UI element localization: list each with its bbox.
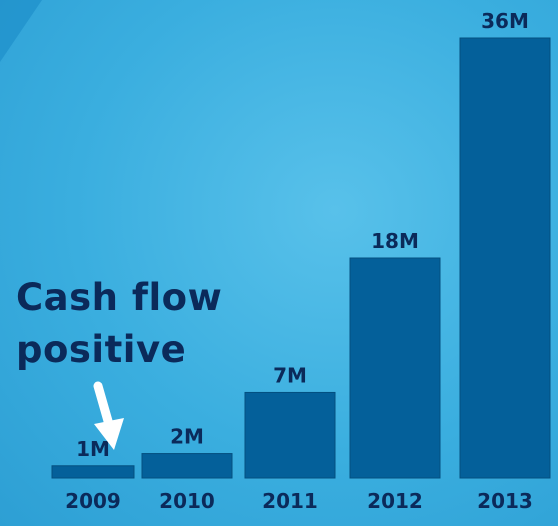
value-labels-layer: 1M 2M 7M 18M 36M bbox=[76, 9, 529, 461]
bar-2011 bbox=[244, 391, 336, 479]
cash-flow-annotation: Cash flow positive bbox=[16, 272, 222, 376]
value-label-2009: 1M bbox=[76, 437, 110, 461]
value-label-2010: 2M bbox=[170, 425, 204, 449]
tick-label-2010: 2010 bbox=[159, 489, 215, 513]
tick-label-2012: 2012 bbox=[367, 489, 423, 513]
bar-2012 bbox=[349, 257, 441, 479]
value-label-2012: 18M bbox=[371, 229, 419, 253]
bars-layer bbox=[51, 37, 551, 479]
tick-label-2013: 2013 bbox=[477, 489, 533, 513]
bar-2010 bbox=[141, 453, 233, 479]
annotation-line-2: positive bbox=[16, 328, 187, 371]
bar-2009 bbox=[51, 465, 135, 479]
bar-2013 bbox=[459, 37, 551, 479]
annotation-line-1: Cash flow bbox=[16, 276, 223, 319]
tick-labels-layer: 2009 2010 2011 2012 2013 bbox=[65, 489, 533, 513]
down-arrow-icon bbox=[93, 381, 124, 450]
value-label-2013: 36M bbox=[481, 9, 529, 33]
tick-label-2009: 2009 bbox=[65, 489, 121, 513]
value-label-2011: 7M bbox=[273, 363, 307, 387]
tick-label-2011: 2011 bbox=[262, 489, 318, 513]
